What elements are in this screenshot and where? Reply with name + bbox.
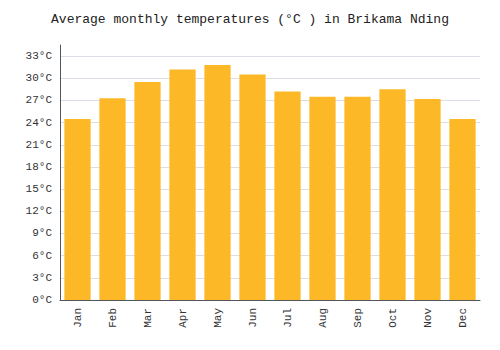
svg-text:Jul: Jul — [282, 308, 294, 328]
svg-text:Mar: Mar — [142, 308, 154, 328]
svg-text:27°C: 27°C — [26, 94, 53, 106]
svg-text:Aug: Aug — [317, 308, 329, 328]
svg-text:Sep: Sep — [352, 308, 364, 328]
svg-text:May: May — [212, 308, 224, 328]
svg-text:21°C: 21°C — [26, 139, 53, 151]
svg-text:6°C: 6°C — [32, 250, 52, 262]
svg-text:Oct: Oct — [387, 308, 399, 328]
svg-text:3°C: 3°C — [32, 272, 52, 284]
svg-text:9°C: 9°C — [32, 227, 52, 239]
svg-text:Dec: Dec — [457, 308, 469, 328]
svg-text:Average monthly temperatures (: Average monthly temperatures (°C ) in Br… — [51, 12, 449, 27]
svg-text:30°C: 30°C — [26, 72, 53, 84]
svg-text:Jan: Jan — [72, 308, 84, 328]
svg-text:0°C: 0°C — [32, 294, 52, 306]
svg-text:18°C: 18°C — [26, 161, 53, 173]
svg-text:Apr: Apr — [177, 308, 189, 328]
svg-text:Feb: Feb — [107, 308, 119, 328]
svg-text:15°C: 15°C — [26, 183, 53, 195]
svg-text:12°C: 12°C — [26, 205, 53, 217]
svg-text:33°C: 33°C — [26, 50, 53, 62]
svg-text:Jun: Jun — [247, 308, 259, 328]
svg-text:24°C: 24°C — [26, 117, 53, 129]
svg-text:Nov: Nov — [422, 308, 434, 328]
